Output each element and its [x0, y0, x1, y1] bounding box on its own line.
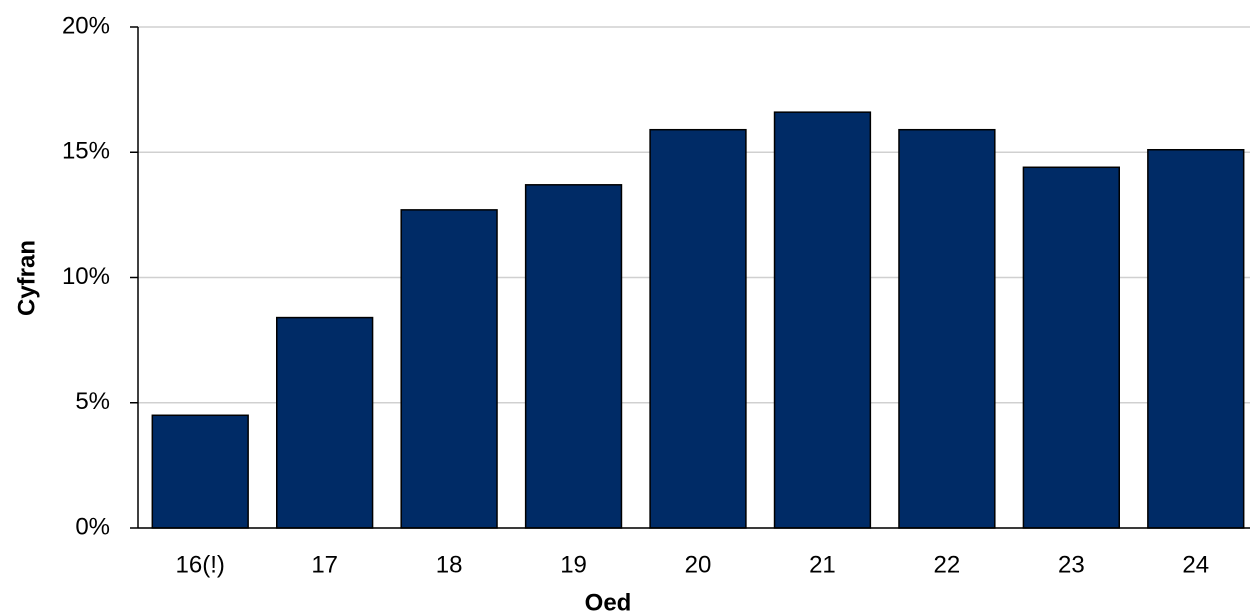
y-tick-label: 10%: [62, 263, 110, 290]
x-tick-label: 22: [934, 551, 961, 578]
x-tick-label: 17: [311, 551, 338, 578]
bar: [276, 316, 374, 529]
y-axis-title: Cyfran: [13, 240, 40, 316]
x-tick-label: 23: [1058, 551, 1085, 578]
x-tick-label: 19: [560, 551, 587, 578]
x-tick-label: 21: [809, 551, 836, 578]
x-tick-label: 24: [1182, 551, 1209, 578]
bar: [524, 184, 623, 529]
y-tick-label: 20%: [62, 12, 110, 39]
bar: [400, 209, 498, 529]
bar: [151, 414, 249, 529]
bar: [1147, 148, 1245, 529]
bar: [649, 128, 747, 529]
x-axis-title: Oed: [585, 589, 632, 616]
x-tick-label: 16(!): [176, 551, 225, 578]
y-tick-label: 15%: [62, 138, 110, 165]
bar: [1022, 166, 1120, 529]
bar: [773, 111, 872, 529]
y-tick-label: 0%: [75, 513, 110, 540]
x-tick-label: 20: [685, 551, 712, 578]
bar: [898, 128, 996, 529]
y-tick-label: 5%: [75, 388, 110, 415]
x-tick-label: 18: [436, 551, 463, 578]
